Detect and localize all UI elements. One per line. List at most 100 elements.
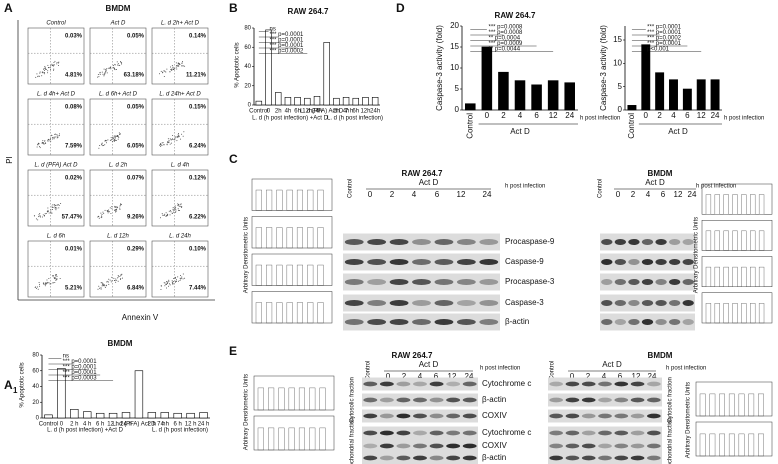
event-dot bbox=[50, 140, 52, 142]
bar bbox=[95, 412, 105, 419]
blot-band bbox=[647, 430, 661, 436]
event-dot bbox=[174, 137, 176, 139]
event-dot bbox=[44, 285, 46, 287]
blot-band bbox=[456, 238, 476, 246]
plot-frame bbox=[27, 98, 85, 156]
inset-bar-outline bbox=[758, 393, 764, 417]
fraction-label: Cytosolic fraction bbox=[350, 377, 356, 423]
event-dot bbox=[35, 218, 37, 220]
event-dot bbox=[176, 136, 178, 138]
event-dot bbox=[56, 61, 58, 63]
significance-label: ns bbox=[270, 27, 276, 33]
blot-band bbox=[630, 443, 645, 449]
event-dot bbox=[171, 281, 173, 283]
blot-band bbox=[601, 318, 613, 326]
row-label: Caspase-9 bbox=[505, 257, 544, 266]
blot-band bbox=[462, 381, 477, 387]
event-dot bbox=[52, 138, 54, 140]
blot-band bbox=[630, 455, 645, 461]
fraction-label: Cytosolic fraction bbox=[668, 377, 674, 423]
blot-band bbox=[682, 258, 694, 266]
inset-bar-outline bbox=[750, 303, 756, 324]
event-dot bbox=[115, 278, 117, 280]
event-dot bbox=[181, 133, 183, 135]
event-dot bbox=[116, 279, 118, 281]
event-dot bbox=[55, 209, 57, 211]
event-dot bbox=[169, 71, 171, 73]
time-label: h post infection bbox=[696, 184, 736, 190]
inset-bar-outline bbox=[255, 302, 262, 324]
event-dot bbox=[184, 277, 186, 279]
blot-band bbox=[682, 238, 694, 246]
event-dot bbox=[50, 69, 52, 71]
y-tick-label: 0 bbox=[618, 105, 623, 114]
inset-bar-outline bbox=[307, 227, 314, 249]
inset-frame bbox=[701, 292, 773, 324]
event-dot bbox=[121, 63, 123, 65]
panel-label: A bbox=[4, 378, 13, 392]
event-dot bbox=[98, 217, 100, 219]
event-dot bbox=[107, 139, 109, 141]
bar bbox=[498, 71, 509, 111]
blot-band bbox=[668, 278, 681, 286]
blot-band bbox=[614, 397, 629, 403]
inset-bar-outline bbox=[732, 230, 738, 251]
blot-band bbox=[462, 443, 477, 449]
event-dot bbox=[56, 63, 58, 65]
row-label: Procaspase-9 bbox=[505, 237, 555, 246]
event-dot bbox=[50, 212, 52, 214]
blot-band bbox=[479, 238, 499, 246]
blot-band bbox=[344, 258, 364, 266]
lane-label: 2 bbox=[402, 372, 407, 381]
event-dot bbox=[38, 143, 40, 145]
blot-band bbox=[413, 443, 427, 449]
inset-frame bbox=[253, 375, 335, 411]
axis-label: Caspase-3 activity (fold) bbox=[435, 25, 444, 111]
x-tick-label: 0 bbox=[644, 111, 649, 120]
blot-band bbox=[668, 238, 681, 246]
event-dot bbox=[104, 140, 106, 142]
blot-band bbox=[565, 397, 580, 403]
event-dot bbox=[120, 203, 122, 205]
blot-band bbox=[614, 430, 629, 436]
event-dot bbox=[47, 209, 49, 211]
blot-band bbox=[581, 381, 596, 387]
plot-frame bbox=[151, 169, 209, 227]
inset-bar-outline bbox=[317, 264, 324, 286]
x-tick-label: 2 h bbox=[148, 422, 156, 428]
event-dot bbox=[178, 132, 180, 134]
axis-label: Arbitrary Densitometric Units bbox=[686, 382, 692, 458]
event-dot bbox=[57, 62, 59, 64]
event-dot bbox=[55, 275, 57, 277]
blot-band bbox=[413, 413, 427, 419]
blot-band bbox=[429, 443, 444, 449]
inset-frame bbox=[701, 220, 773, 251]
event-dot bbox=[118, 136, 120, 138]
bar bbox=[682, 88, 692, 111]
x-tick-label: 12h bbox=[302, 109, 312, 115]
event-dot bbox=[180, 138, 182, 140]
event-dot bbox=[118, 276, 120, 278]
event-dot bbox=[175, 279, 177, 281]
inset-bar-outline bbox=[714, 230, 720, 251]
event-dot bbox=[54, 136, 56, 138]
row-label: Caspase-3 bbox=[505, 298, 544, 307]
x-tick-label: 24 bbox=[711, 111, 720, 120]
event-dot bbox=[163, 76, 165, 78]
event-dot bbox=[162, 72, 164, 74]
event-dot bbox=[45, 213, 47, 215]
blot-band bbox=[456, 299, 476, 307]
event-dot bbox=[108, 67, 110, 69]
blot-band bbox=[565, 430, 580, 436]
event-dot bbox=[115, 69, 117, 71]
lower-percent: 5.21% bbox=[65, 286, 83, 292]
panel-label: C bbox=[229, 152, 238, 166]
inset-bar-outline bbox=[750, 266, 756, 287]
y-tick-label: 0 bbox=[36, 416, 40, 422]
event-dot bbox=[54, 204, 56, 206]
plot-frame bbox=[27, 240, 85, 298]
bar bbox=[284, 97, 292, 106]
event-dot bbox=[44, 140, 46, 142]
upper-percent: 0.12% bbox=[189, 176, 207, 182]
event-dot bbox=[114, 279, 116, 281]
